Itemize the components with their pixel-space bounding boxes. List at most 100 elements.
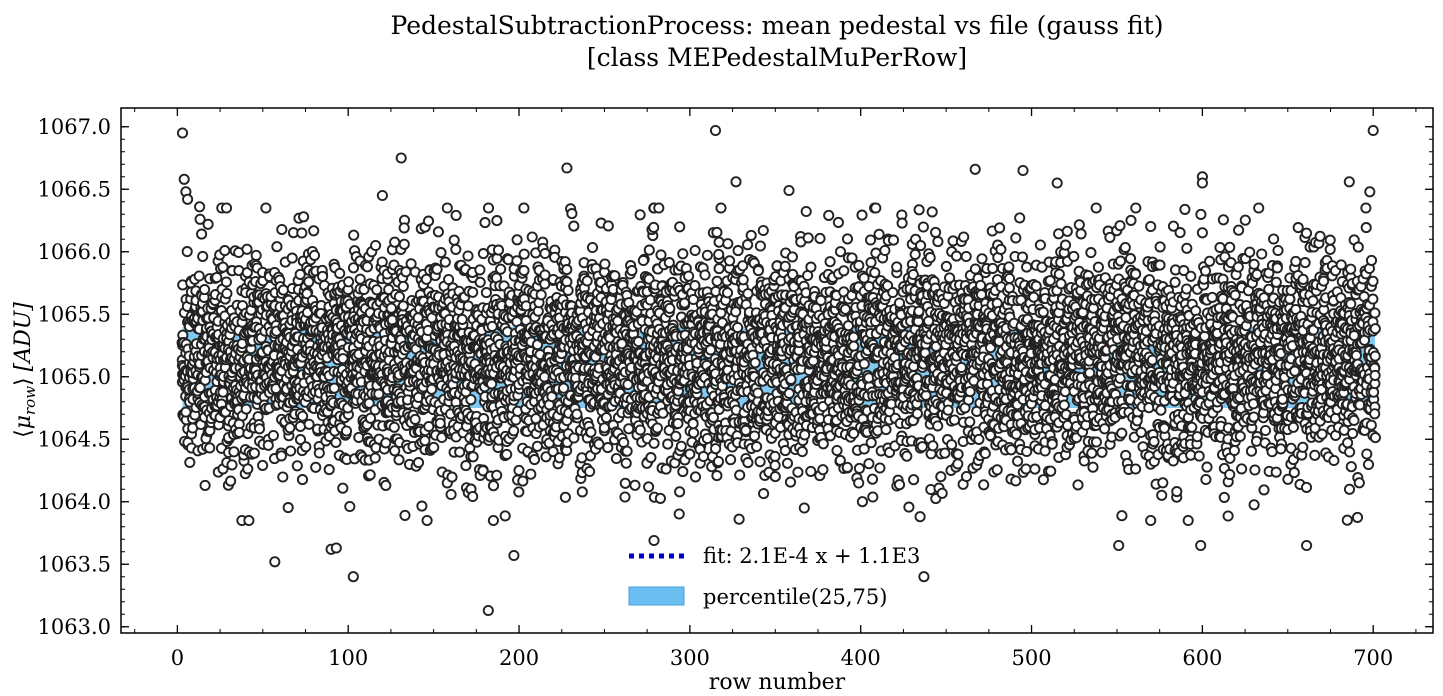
- data-point: [561, 264, 573, 276]
- data-point: [629, 479, 641, 491]
- data-point: [648, 437, 660, 449]
- data-point: [398, 222, 410, 234]
- data-point: [799, 429, 811, 441]
- data-point: [491, 215, 503, 227]
- data-point: [634, 209, 646, 221]
- data-point: [609, 270, 621, 282]
- data-point: [296, 227, 308, 239]
- data-point: [217, 386, 229, 398]
- data-point: [495, 263, 507, 275]
- data-point: [879, 244, 891, 257]
- data-point: [623, 423, 635, 435]
- data-point: [936, 487, 948, 499]
- data-point: [428, 441, 440, 453]
- data-point: [802, 232, 814, 244]
- data-point: [740, 424, 752, 436]
- data-point: [610, 452, 622, 465]
- data-point: [846, 252, 858, 264]
- data-point: [689, 471, 702, 483]
- data-point: [361, 261, 373, 273]
- data-point: [853, 462, 865, 474]
- data-point: [873, 228, 885, 240]
- data-point: [948, 414, 961, 426]
- data-point: [450, 209, 462, 221]
- data-point: [654, 492, 666, 504]
- data-point: [792, 466, 804, 478]
- data-point: [752, 265, 764, 277]
- data-point: [431, 263, 443, 275]
- data-point: [300, 441, 312, 453]
- data-point: [586, 241, 599, 254]
- data-point: [197, 250, 209, 262]
- data-point: [785, 373, 797, 385]
- data-point: [432, 226, 444, 238]
- data-point: [664, 302, 676, 314]
- data-point: [277, 471, 289, 483]
- data-point: [645, 452, 657, 464]
- data-point: [1003, 261, 1015, 273]
- data-point: [393, 291, 405, 303]
- data-point: [800, 205, 812, 218]
- data-point: [1010, 232, 1022, 244]
- data-point: [960, 470, 973, 483]
- data-point: [769, 471, 781, 483]
- data-point: [935, 471, 947, 483]
- data-point: [893, 479, 906, 491]
- data-point: [525, 468, 537, 480]
- data-point: [204, 442, 216, 454]
- data-point: [581, 275, 593, 287]
- data-point: [518, 265, 530, 277]
- data-point: [308, 249, 321, 261]
- data-point: [474, 264, 486, 276]
- data-point: [737, 274, 749, 286]
- data-point: [275, 450, 287, 462]
- data-point: [518, 248, 530, 260]
- data-point: [930, 226, 942, 238]
- data-point: [416, 500, 428, 512]
- data-point: [626, 265, 638, 277]
- data-point: [344, 500, 356, 513]
- data-point: [712, 455, 725, 468]
- data-point: [576, 486, 588, 498]
- data-point: [211, 271, 223, 284]
- data-point: [887, 234, 900, 246]
- data-point: [539, 247, 551, 260]
- data-point: [441, 202, 453, 214]
- data-point: [699, 269, 711, 281]
- data-point: [651, 422, 663, 434]
- data-point: [796, 446, 808, 458]
- data-point: [653, 202, 665, 214]
- data-point: [915, 240, 927, 252]
- data-point: [865, 256, 877, 269]
- data-point: [697, 450, 710, 463]
- data-point: [689, 244, 701, 257]
- data-point: [893, 297, 906, 309]
- data-point: [783, 387, 795, 399]
- data-point: [952, 448, 964, 460]
- data-point: [754, 240, 766, 252]
- data-point: [955, 361, 967, 374]
- data-point: [398, 238, 410, 250]
- data-point: [528, 454, 541, 466]
- data-point: [911, 408, 923, 420]
- data-point: [419, 435, 431, 447]
- data-point: [348, 229, 360, 241]
- data-point: [380, 437, 392, 449]
- data-point: [337, 482, 349, 494]
- data-point: [687, 418, 699, 430]
- data-point: [456, 313, 468, 325]
- data-point: [435, 247, 447, 259]
- data-point: [823, 209, 835, 221]
- data-point: [939, 447, 951, 459]
- data-point: [757, 224, 769, 237]
- data-point: [585, 426, 597, 438]
- data-point: [975, 279, 987, 291]
- data-point: [637, 254, 649, 267]
- data-point: [648, 221, 660, 233]
- data-point: [467, 490, 479, 503]
- data-point: [526, 231, 538, 243]
- data-point: [194, 213, 206, 225]
- data-point: [634, 424, 646, 436]
- data-point: [511, 234, 523, 246]
- data-point: [713, 263, 725, 275]
